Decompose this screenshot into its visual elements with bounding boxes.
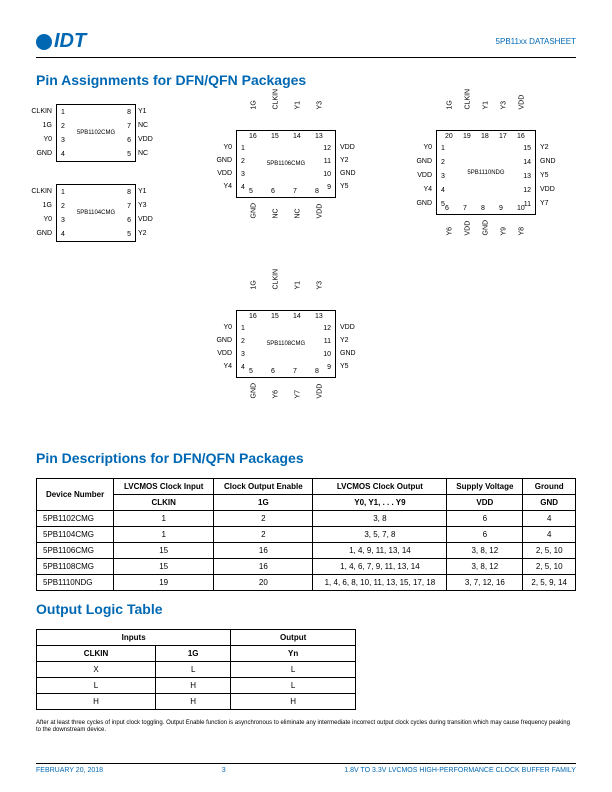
section-title-2: Pin Descriptions for DFN/QFN Packages xyxy=(36,450,576,466)
footer-title: 1.8V TO 3.3V LVCMOS HIGH-PERFORMANCE CLO… xyxy=(344,767,576,774)
pkg-5pb1110: 5PB1110NDG 2019181716 678910 12345 15141… xyxy=(436,130,536,215)
footer-page: 3 xyxy=(222,767,226,774)
logic-table: InputsOutputCLKIN1GYnXLLLHLHHH xyxy=(36,629,356,710)
footnote: After at least three cycles of input clo… xyxy=(36,720,576,734)
section-title-3: Output Logic Table xyxy=(36,601,576,617)
header: IDT 5PB11xx DATASHEET xyxy=(36,30,576,58)
pkg-5pb1104: 5PB1104CMG 1234 8765 CLKIN1GY0GND Y1Y3VD… xyxy=(56,184,136,242)
pkg-5pb1106: 5PB1106CMG 16151413 5678 1234 1211109 1G… xyxy=(236,130,336,198)
section-title-1: Pin Assignments for DFN/QFN Packages xyxy=(36,72,576,88)
footer-date: FEBRUARY 20, 2018 xyxy=(36,767,103,774)
logo: IDT xyxy=(36,30,86,53)
package-diagrams: 5PB1102CMG 1234 8765 CLKIN1GY0GND Y1NCVD… xyxy=(36,100,576,440)
pin-description-table: Device NumberLVCMOS Clock InputClock Out… xyxy=(36,478,576,591)
header-right: 5PB11xx DATASHEET xyxy=(496,37,576,46)
pkg-5pb1108: 5PB1108CMG 16151413 5678 1234 1211109 1G… xyxy=(236,310,336,378)
footer: FEBRUARY 20, 2018 3 1.8V TO 3.3V LVCMOS … xyxy=(36,763,576,774)
pkg-5pb1102: 5PB1102CMG 1234 8765 CLKIN1GY0GND Y1NCVD… xyxy=(56,104,136,162)
